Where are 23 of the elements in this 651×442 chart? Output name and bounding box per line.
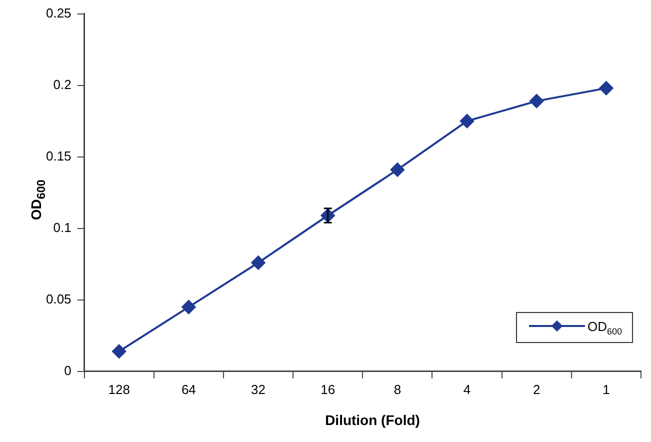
point — [112, 344, 126, 358]
point — [182, 300, 196, 314]
x-tick-label: 1 — [602, 382, 610, 397]
point — [530, 94, 544, 108]
x-tick-label: 2 — [533, 382, 540, 397]
y-tick-label: 0.2 — [53, 76, 72, 92]
point — [251, 256, 266, 270]
point — [390, 162, 404, 177]
legend-label: OD$_{600}$ — [587, 318, 622, 336]
point — [460, 114, 474, 128]
y-tick-label: 0.25 — [46, 5, 72, 20]
x-tick-label: 64 — [181, 382, 196, 397]
x-tick-label: 16 — [320, 382, 336, 397]
x-tick-label: 128 — [108, 382, 130, 397]
point — [599, 81, 614, 96]
y-tick-label: 0 — [64, 362, 72, 378]
x-tick-label: 32 — [251, 382, 266, 397]
x-tick-label: 8 — [394, 382, 402, 397]
y-tick-label: 0.05 — [46, 291, 72, 306]
x-tick-label: 4 — [463, 382, 471, 397]
y-tick-label: 0.15 — [46, 148, 72, 164]
y-tick-label: 0.1 — [53, 220, 72, 235]
x-axis-title: Dilution (Fold) — [324, 412, 421, 428]
